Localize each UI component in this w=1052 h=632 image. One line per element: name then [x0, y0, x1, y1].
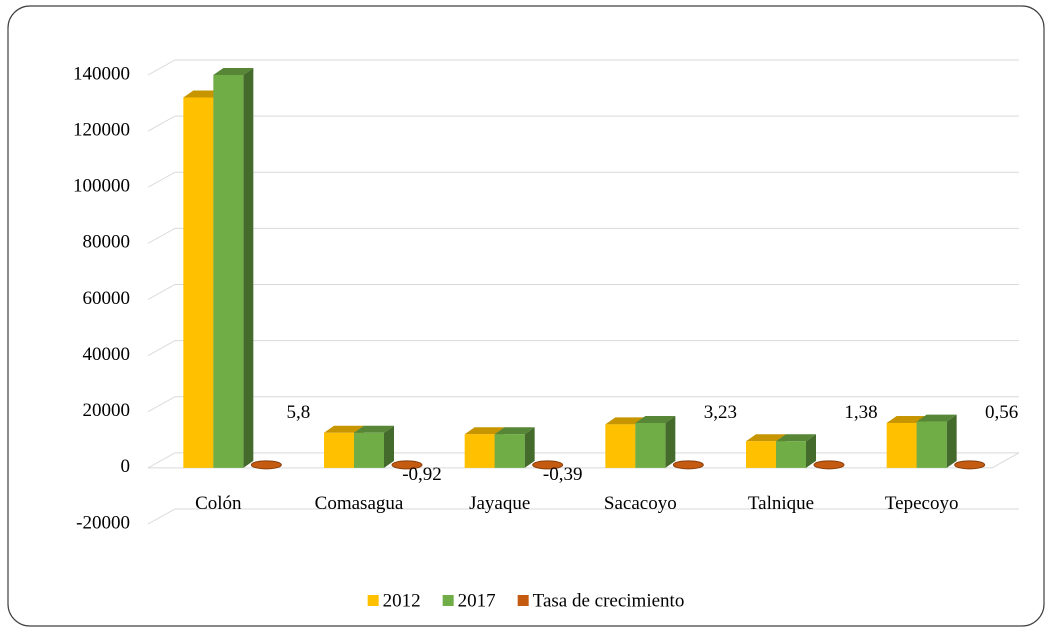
bar-face — [494, 427, 535, 435]
growth-marker — [391, 460, 423, 470]
y-tick-label: -20000 — [76, 512, 130, 533]
growth-marker — [250, 460, 282, 470]
y-tick-label: 140000 — [73, 63, 130, 84]
bar-face — [183, 97, 214, 468]
bar-face — [605, 424, 636, 468]
y-tick-label: 80000 — [83, 232, 131, 253]
bar-face — [354, 425, 394, 433]
grid-line — [147, 227, 1019, 244]
bar — [776, 434, 816, 468]
bar-face — [665, 415, 676, 468]
bar — [213, 68, 254, 468]
bar — [916, 414, 957, 468]
legend-label: Tasa de crecimiento — [533, 590, 685, 611]
growth-marker — [954, 460, 986, 470]
bar-face — [635, 422, 666, 468]
grid-line — [147, 508, 1019, 525]
y-tick-label: 60000 — [83, 288, 131, 309]
data-label: 5,8 — [286, 402, 310, 423]
growth-marker — [532, 460, 564, 470]
bar-face — [605, 417, 646, 425]
bar-face — [354, 432, 384, 468]
grid-line — [147, 340, 1019, 357]
x-tick-label: Comasagua — [315, 493, 404, 514]
bar-face — [776, 441, 806, 468]
y-tick-label: 120000 — [73, 119, 130, 140]
growth-marker — [813, 460, 845, 470]
bar-face — [324, 425, 364, 433]
bar — [635, 415, 676, 468]
legend-swatch — [442, 595, 454, 606]
bar-face — [524, 427, 535, 468]
x-tick-label: Tepecoyo — [885, 493, 959, 514]
data-label: 1,38 — [844, 402, 877, 423]
y-tick-label: 20000 — [83, 400, 131, 421]
y-tick-label: 0 — [121, 456, 131, 477]
grid-line — [147, 284, 1019, 300]
x-tick-label: Jayaque — [469, 493, 530, 514]
growth-marker — [672, 460, 704, 470]
data-label: 0,56 — [985, 402, 1018, 423]
bar-face — [776, 434, 816, 442]
x-tick-label: Sacacoyo — [604, 493, 677, 514]
bar — [354, 425, 394, 468]
legend-swatch — [517, 595, 529, 606]
data-label: 3,23 — [704, 402, 737, 423]
grid-line — [147, 115, 1019, 132]
x-tick-label: Colón — [195, 493, 242, 514]
bar-face — [946, 414, 957, 468]
bar-face — [746, 434, 786, 442]
bar-face — [806, 434, 816, 468]
chart-border — [7, 5, 1045, 627]
y-tick-label: 40000 — [83, 344, 131, 365]
bar-face — [464, 434, 495, 468]
bar-face — [635, 415, 676, 423]
grid-line — [147, 59, 1019, 76]
bar-face — [384, 425, 394, 468]
data-label: -0,39 — [543, 464, 583, 485]
bar-face — [464, 427, 505, 435]
grid-line — [147, 171, 1019, 188]
bar-face — [213, 75, 244, 468]
bar-face — [916, 414, 957, 422]
bar-face — [324, 432, 354, 468]
data-label: -0,92 — [402, 464, 442, 485]
bar-face — [213, 68, 254, 75]
grid-line — [147, 396, 1019, 413]
x-tick-label: Talnique — [748, 493, 814, 514]
bar-face — [746, 441, 776, 468]
y-tick-label: 100000 — [73, 176, 130, 197]
bar-face — [494, 434, 525, 468]
floor-edge — [148, 452, 1020, 469]
legend-label: 2012 — [383, 590, 421, 611]
legend-swatch — [367, 595, 379, 606]
grid-line — [147, 452, 1019, 469]
legend-label: 2017 — [458, 590, 496, 611]
bar-face — [916, 421, 947, 468]
bar-face — [243, 68, 254, 468]
bar-face — [886, 415, 927, 423]
bar-face — [886, 422, 917, 468]
bar — [494, 427, 535, 468]
